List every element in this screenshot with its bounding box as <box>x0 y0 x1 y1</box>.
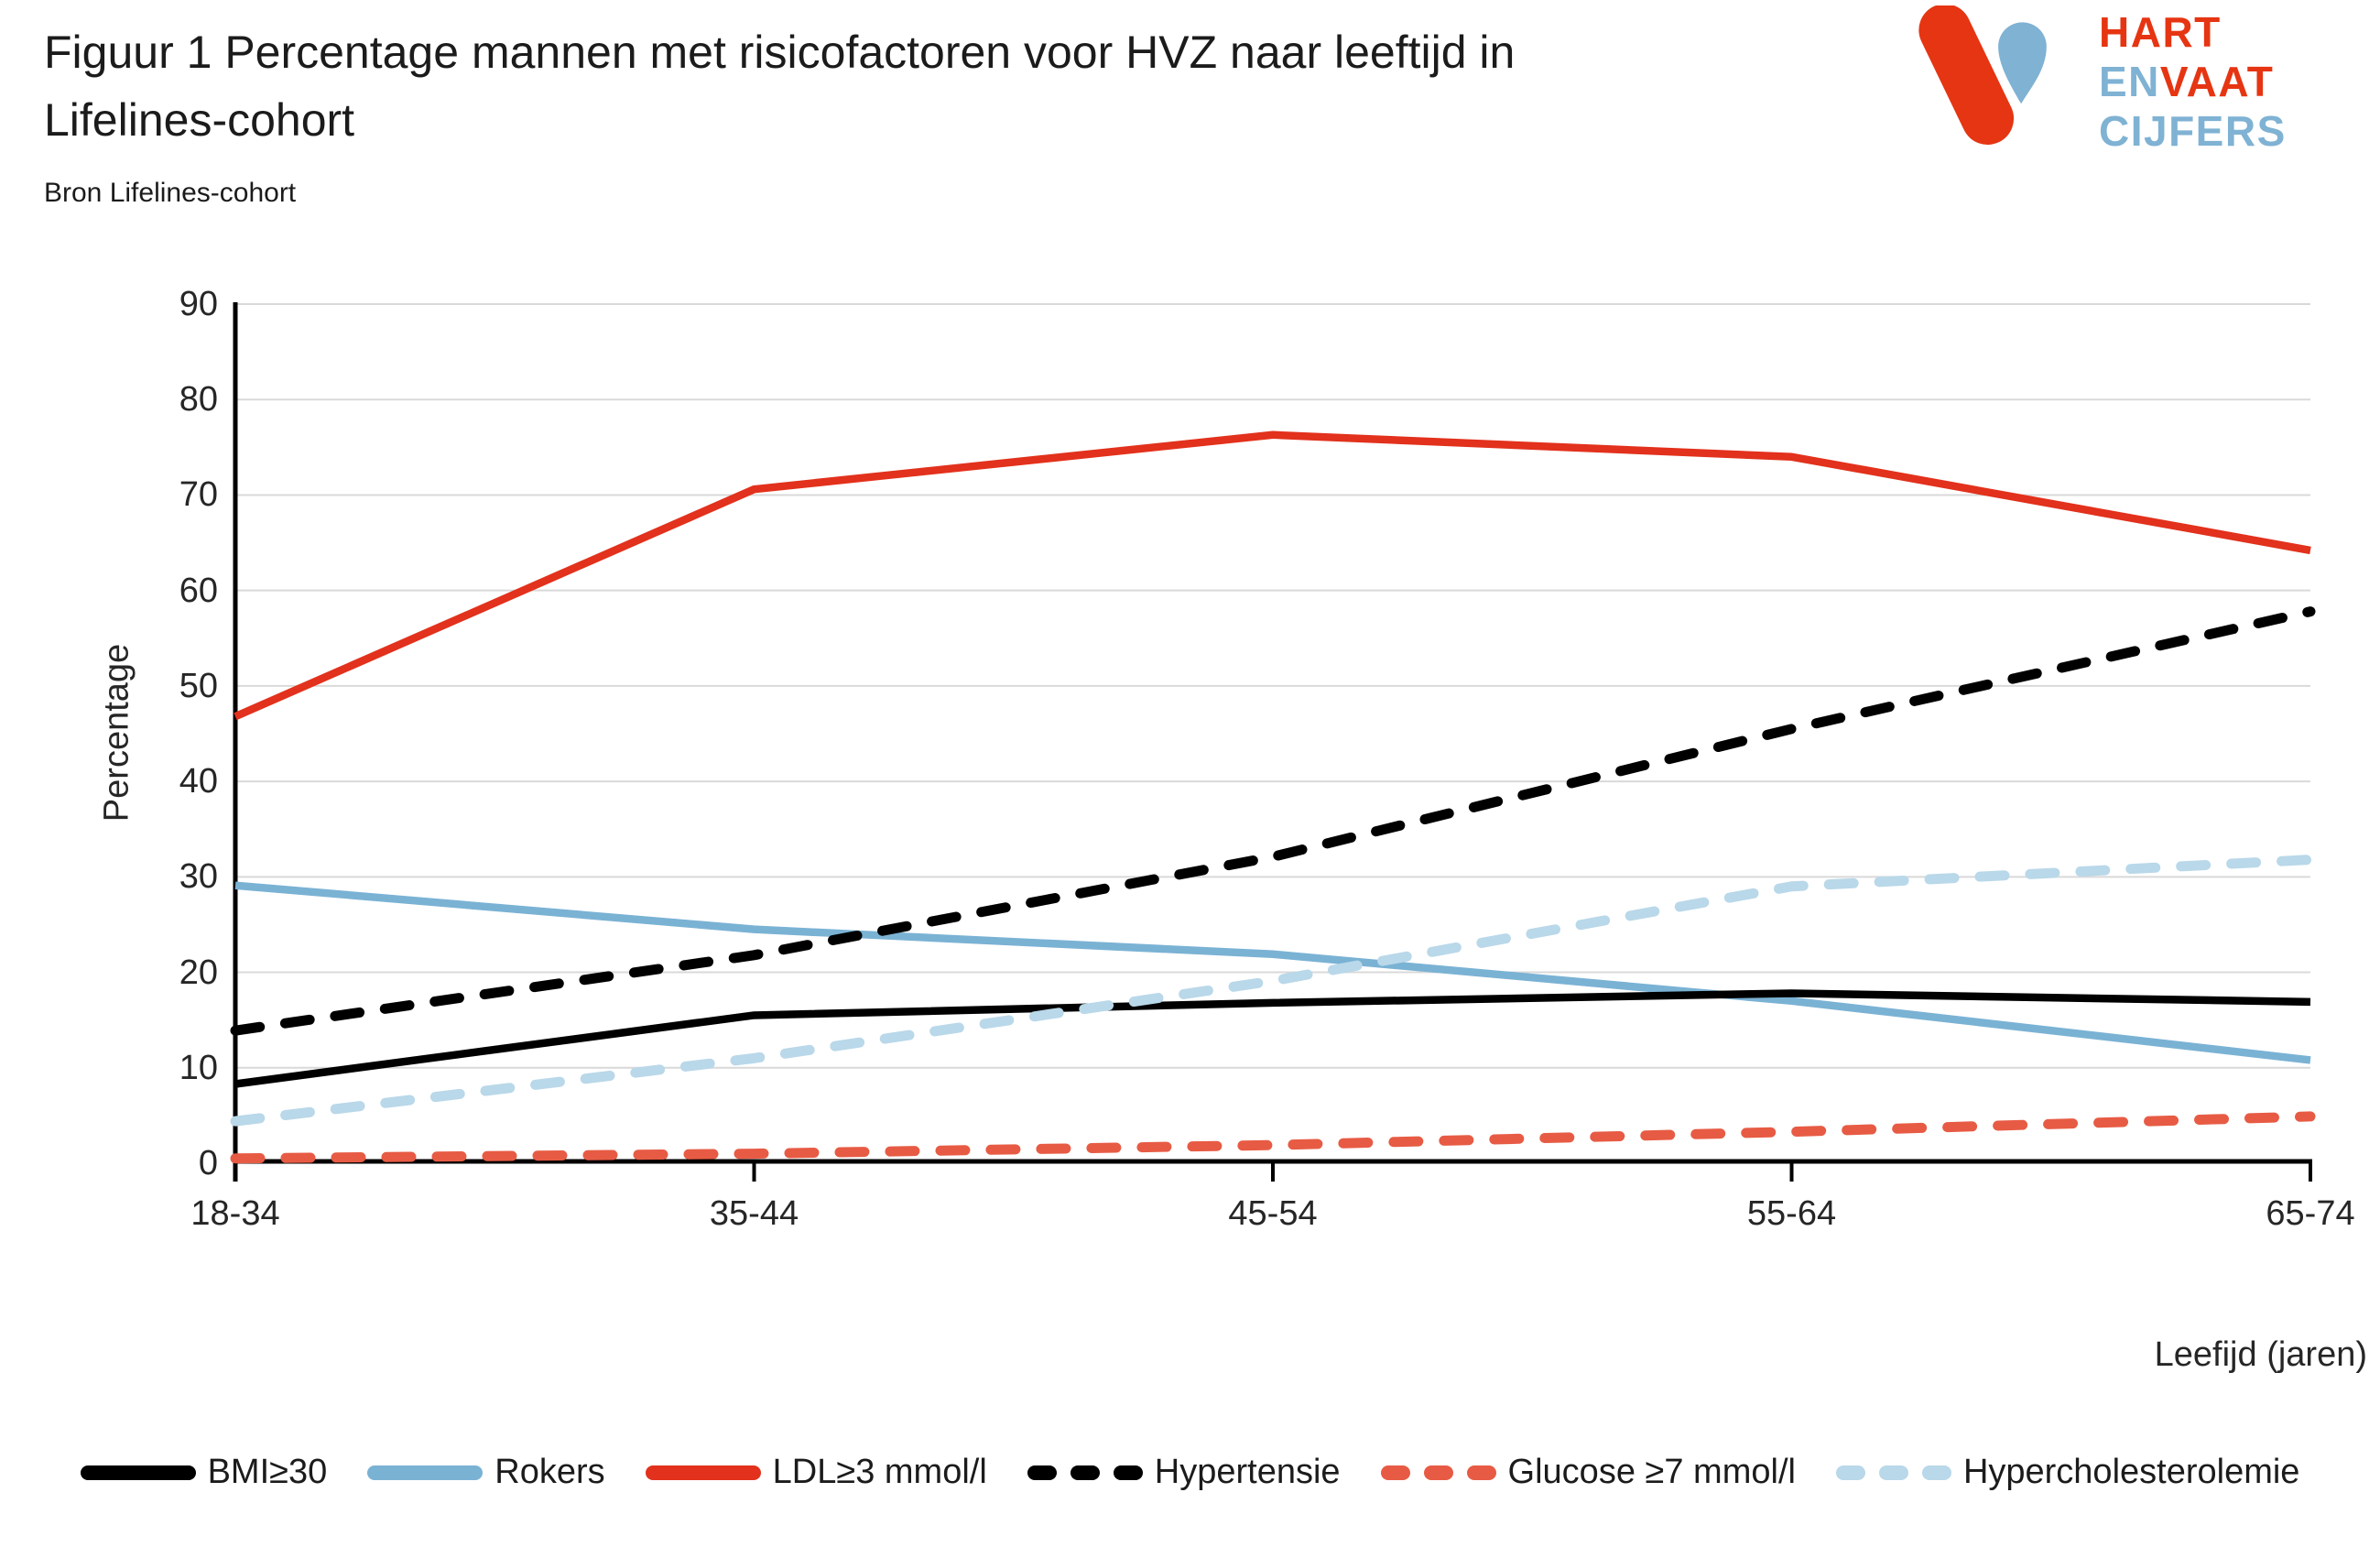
legend-label: Hypertensie <box>1154 1453 1341 1491</box>
y-tick-label-10: 10 <box>179 1048 218 1087</box>
legend-line-sample <box>1380 1465 1496 1480</box>
x-tick-label-65-74: 65-74 <box>2266 1194 2355 1233</box>
y-tick-label-70: 70 <box>179 475 218 515</box>
x-tick-label-55-64: 55-64 <box>1746 1194 1837 1233</box>
legend-item-rokers: Rokers <box>367 1453 605 1492</box>
y-tick-label-0: 0 <box>198 1144 218 1182</box>
chart-legend: BMI≥30 Rokers LDL≥3 mmol/l Hypertensie Gluco… <box>0 1453 2380 1492</box>
series-line-ldl-3-mmol-l <box>234 430 2311 721</box>
legend-line-sample <box>1835 1465 1951 1480</box>
legend-label: Hypercholesterolemie <box>1962 1453 2300 1491</box>
y-tick-label-50: 50 <box>179 666 218 705</box>
legend-label: Glucose ≥7 mmol/l <box>1507 1453 1796 1491</box>
legend-label: LDL≥3 mmol/l <box>772 1453 987 1491</box>
legend-item-hypercholesterolemie: Hypercholesterolemie <box>1835 1453 2300 1492</box>
y-tick-label-60: 60 <box>179 571 218 610</box>
series-line-hypercholesterolemie <box>230 855 2316 1127</box>
y-tick-label-40: 40 <box>179 762 218 801</box>
legend-line-sample <box>1027 1465 1143 1480</box>
y-tick-label-20: 20 <box>179 953 218 992</box>
y-tick-label-80: 80 <box>179 380 218 419</box>
x-axis-title: Leefijd (jaren) <box>2154 1335 2367 1374</box>
logo-wordmark: HART ENVAAT CIJFERS <box>2099 7 2287 156</box>
x-tick-label-18-34: 18-34 <box>190 1194 280 1233</box>
legend-line-sample <box>367 1465 484 1480</box>
series-line-bmi-30 <box>234 989 2311 1088</box>
legend-item-glucose-7-mmol-l: Glucose ≥7 mmol/l <box>1380 1453 1796 1492</box>
legend-item-hypertensie: Hypertensie <box>1027 1453 1341 1492</box>
legend-label: BMI≥30 <box>207 1453 328 1491</box>
figure-source: Bron Lifelines-cohort <box>44 178 297 208</box>
x-tick-label-45-54: 45-54 <box>1228 1194 1318 1233</box>
figure-title-line1: Figuur 1 Percentage mannen met risicofac… <box>44 27 1516 78</box>
series-line-rokers <box>234 881 2311 1064</box>
series-line-glucose-7-mmol-l <box>230 1111 2316 1164</box>
logo-line2: ENVAAT <box>2099 58 2275 105</box>
legend-label: Rokers <box>494 1453 605 1491</box>
legend-item-ldl-3-mmol-l: LDL≥3 mmol/l <box>645 1453 987 1492</box>
legend-item-bmi-30: BMI≥30 <box>80 1453 328 1492</box>
logo-line1: HART <box>2099 8 2222 56</box>
figure-title: Figuur 1 Percentage mannen met risicofac… <box>44 18 1515 154</box>
x-tick-label-35-44: 35-44 <box>709 1194 799 1233</box>
logo-line3: CIJFERS <box>2099 107 2287 155</box>
legend-line-sample <box>80 1465 196 1480</box>
hart-en-vaatcijfers-heart-icon <box>1918 5 2047 145</box>
series-line-hypertensie <box>230 606 2316 1036</box>
legend-line-sample <box>645 1465 761 1480</box>
figure-title-line2: Lifelines-cohort <box>44 94 355 146</box>
y-axis-title: Percentage <box>97 643 136 823</box>
y-tick-label-90: 90 <box>179 285 218 323</box>
y-tick-label-30: 30 <box>179 857 218 897</box>
